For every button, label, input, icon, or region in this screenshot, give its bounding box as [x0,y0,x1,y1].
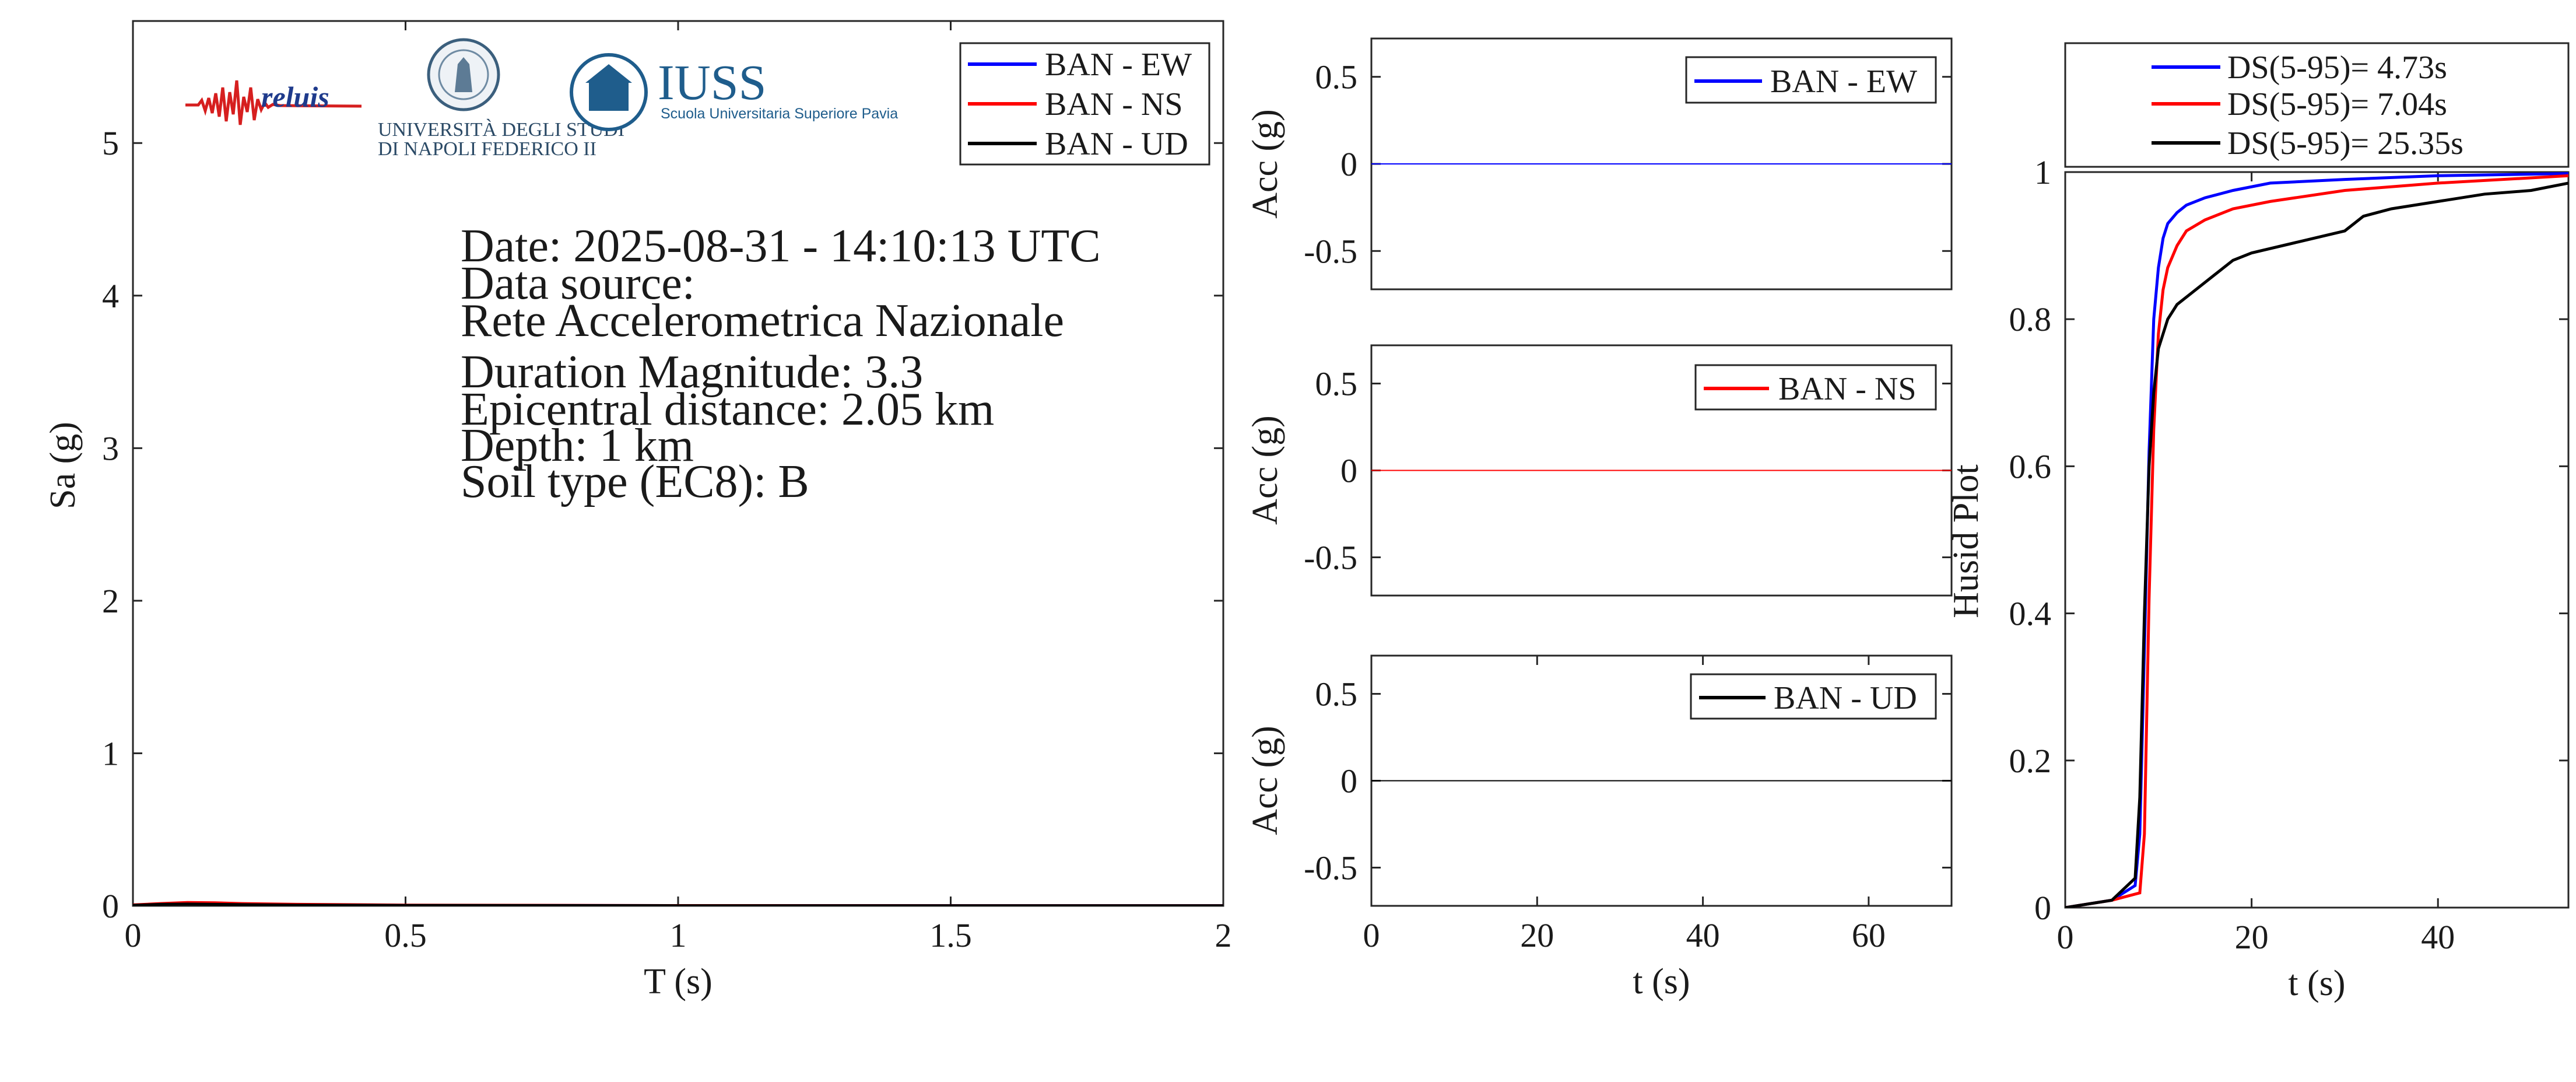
x-tick-label: 40 [2421,918,2455,956]
x-tick-label: 0.5 [384,916,427,954]
iuss-wordmark: IUSS [658,54,766,110]
x-axis-label: t (s) [1633,962,1690,1002]
y-tick-label: 0.5 [1315,365,1358,403]
y-tick-label: 0.4 [2009,595,2052,633]
series-line-2 [2065,181,2568,908]
duration-magnitude: Duration Magnitude: 3.3 [461,346,923,398]
data-source-label: Data source: [461,258,695,309]
plot-area [132,20,1224,907]
data-source-value: Rete Accelerometrica Nazionale [461,295,1064,346]
y-tick-label: 3 [102,429,119,467]
y-tick-label: 2 [102,582,119,620]
x-tick-label: 60 [1852,916,1886,954]
y-tick-label: -0.5 [1304,538,1357,576]
y-tick-label: 0.6 [2009,447,2052,485]
legend-box [2064,42,2570,168]
event-info: Date: 2025-08-31 - 14:10:13 UTC Data sou… [461,220,1101,507]
unina-name-line2: DI NAPOLI FEDERICO II [378,138,596,160]
y-tick-label: 0 [1340,452,1357,490]
y-tick-label: 0.5 [1315,58,1358,96]
legend: BAN - UD [1690,673,1937,720]
plot-area [2064,171,2570,909]
y-axis-label: Acc (g) [1245,726,1285,835]
y-tick-label: 0 [102,887,119,925]
legend-entry: BAN - NS [1778,371,1916,407]
iuss-subtitle: Scuola Universitaria Superiore Pavia [661,106,898,122]
unina-seal-figure [455,57,472,92]
unina-name-line1: UNIVERSITÀ DEGLI STUDI [378,119,624,141]
chart-panel-4: 0 0.2 0.4 0.6 0.8 1 0 20 40 t (s) Husid Plot DS(5-9… [1946,42,2570,1003]
x-tick-label: 0 [125,916,142,954]
legend-entry: DS(5-95)= 25.35s [2227,125,2463,162]
x-tick-label: 0 [1363,916,1380,954]
seismogram-icon [185,80,362,125]
y-tick-label: 0 [2034,889,2051,927]
chart-panel-2: -0.5 0 0.5 Acc (g) BAN - NS [1245,344,1953,597]
legend: BAN - EW [1685,56,1937,104]
y-tick-label: 4 [102,277,119,315]
reluis-wordmark: reluis [261,80,329,113]
x-tick-label: 40 [1686,916,1720,954]
y-tick-label: -0.5 [1304,232,1357,270]
series-line-0 [2065,172,2568,908]
y-axis-label: Husid Plot [1946,464,1986,618]
x-tick-label: 0 [2057,918,2074,956]
event-date: Date: 2025-08-31 - 14:10:13 UTC [461,220,1101,272]
legend-entry: BAN - NS [1045,86,1182,122]
x-axis-label: t (s) [2288,964,2345,1003]
y-tick-label: -0.5 [1304,849,1357,887]
y-axis-label: Acc (g) [1245,109,1285,219]
y-axis-label: Sa (g) [43,422,83,509]
legend-entry: DS(5-95)= 4.73s [2227,50,2447,86]
y-tick-label: 1 [102,734,119,772]
x-tick-label: 1.5 [929,916,972,954]
chart-panel-1: -0.5 0 0.5 Acc (g) BAN - EW [1245,37,1953,290]
x-tick-label: 2 [1215,916,1232,954]
legend-entry: BAN - EW [1045,47,1192,83]
y-tick-label: 0 [1340,145,1357,183]
y-tick-label: 0.2 [2009,742,2052,780]
legend-entry: BAN - UD [1774,680,1917,716]
y-tick-label: 0.8 [2009,300,2052,338]
unina-logo: UNIVERSITÀ DEGLI STUDI DI NAPOLI FEDERIC… [378,38,624,160]
y-tick-label: 0.5 [1315,675,1358,713]
iuss-emblem-roof [585,64,632,83]
x-tick-label: 20 [1520,916,1554,954]
legend-entry: BAN - EW [1770,64,1917,100]
iuss-logo: IUSS Scuola Universitaria Superiore Pavi… [570,53,898,131]
depth: Depth: 1 km [461,420,694,471]
unina-seal-inner [438,49,489,100]
iuss-emblem-building [589,82,629,111]
soil-type: Soil type (EC8): B [461,456,809,507]
legend-entry: BAN - UD [1045,126,1188,162]
x-tick-label: 1 [670,916,687,954]
x-axis-label: T (s) [644,962,713,1002]
y-tick-label: 1 [2034,153,2051,191]
reluis-logo: reluis [185,80,362,125]
y-tick-label: 5 [102,124,119,162]
series-line-2 [133,902,1223,906]
legend: BAN - NS [1694,364,1937,411]
series-line-1 [2065,174,2568,908]
y-tick-label: 0 [1340,762,1357,800]
y-axis-label: Acc (g) [1245,415,1285,525]
chart-panel-3: -0.500.50 20 40 60t (s)Acc (g)BAN - UD [1245,654,1953,1002]
epicentral-distance: Epicentral distance: 2.05 km [461,384,994,435]
legend-entry: DS(5-95)= 7.04s [2227,86,2447,122]
x-tick-label: 20 [2235,918,2269,956]
